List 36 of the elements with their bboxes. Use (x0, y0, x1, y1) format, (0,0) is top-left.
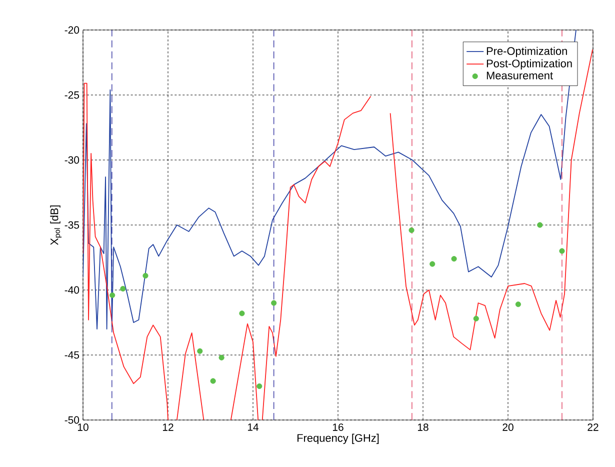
point (451, 256, 457, 262)
point (142, 272, 148, 278)
point (408, 227, 414, 233)
x-tick-label: 22 (588, 424, 598, 431)
y-tick-label: -25 (64, 91, 80, 99)
y-axis-title: X$_{pol}$ [dB] (50, 205, 62, 246)
line-series (83, 30, 576, 330)
point (239, 310, 245, 316)
y-tick-label: -35 (64, 221, 80, 229)
x-axis-title: Frequency [GHz] (297, 434, 379, 444)
y-tick-label: -40 (64, 286, 80, 294)
y-tick-label: -45 (64, 351, 80, 359)
y-tick-label: -20 (64, 26, 80, 34)
legend-label: Post-Optimization (486, 59, 572, 70)
point (110, 292, 116, 298)
legend-label: Pre-Optimization (486, 46, 567, 58)
point (515, 302, 521, 308)
point (559, 248, 565, 254)
point (218, 354, 224, 360)
point (197, 348, 203, 354)
point (430, 261, 436, 267)
x-tick-label: 10 (78, 424, 88, 431)
point (256, 383, 262, 389)
x-tick-label: 16 (332, 424, 344, 431)
x-tick-label: 18 (418, 424, 428, 431)
point (271, 300, 277, 306)
y-tick-label: -30 (64, 156, 80, 164)
point (473, 316, 479, 322)
y-tick-label: -50 (64, 416, 80, 424)
x-tick-label: 20 (502, 424, 514, 431)
point (210, 378, 216, 384)
point (537, 222, 543, 228)
x-tick-label: 14 (248, 424, 258, 431)
point (120, 286, 126, 292)
x-tick-label: 12 (162, 424, 174, 431)
legend-label: Measurement (486, 72, 553, 80)
